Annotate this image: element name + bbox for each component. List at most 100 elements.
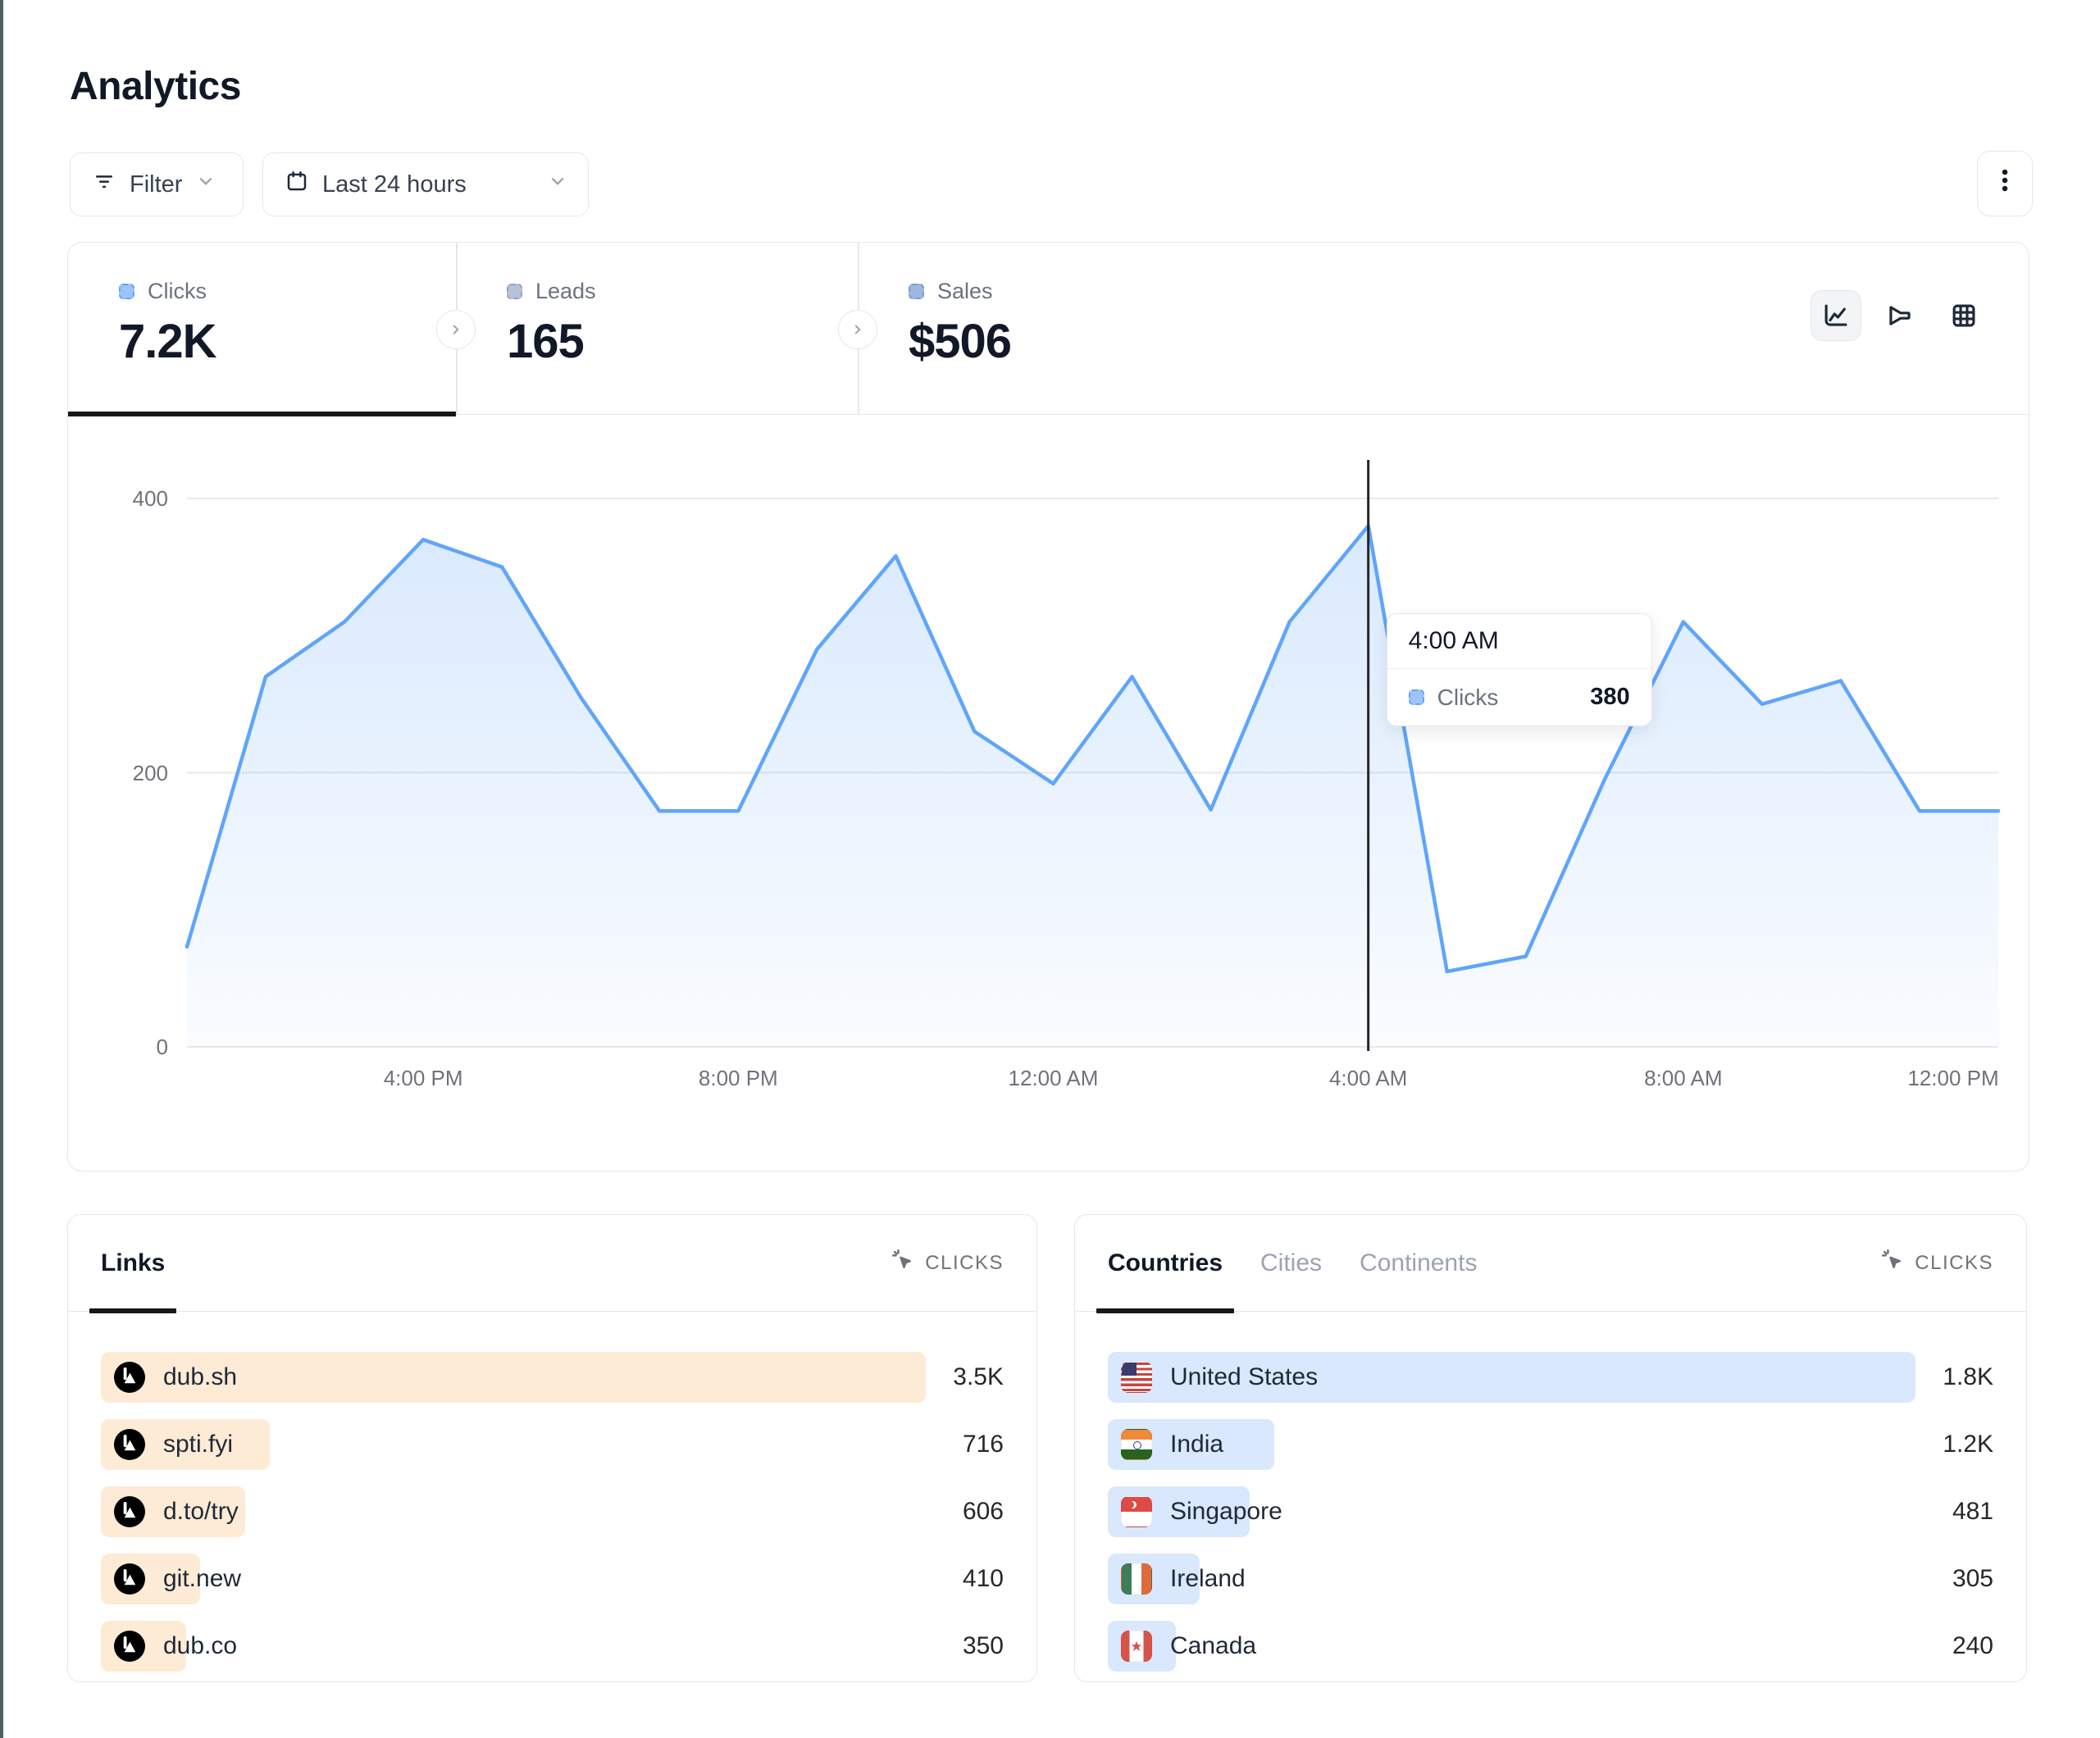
y-axis-tick-label: 400 bbox=[132, 486, 168, 511]
singapore-flag-icon bbox=[1121, 1496, 1152, 1527]
more-options-button[interactable] bbox=[1977, 151, 2033, 216]
filter-button[interactable]: Filter bbox=[70, 152, 244, 216]
x-axis-tick-label: 8:00 AM bbox=[1644, 1066, 1723, 1090]
country-row[interactable]: United States 1.8K bbox=[1108, 1352, 1993, 1403]
x-axis-tick-label: 12:00 PM bbox=[1907, 1066, 1999, 1090]
countries-rows: United States 1.8K India 1.2K Singapore … bbox=[1108, 1352, 1993, 1688]
chart-type-switcher bbox=[1811, 290, 1989, 341]
date-range-button[interactable]: Last 24 hours bbox=[262, 152, 589, 216]
country-label: United States bbox=[1170, 1363, 1319, 1390]
countries-metric-selector[interactable]: CLICKS bbox=[1880, 1248, 1993, 1278]
leads-legend-swatch bbox=[507, 284, 522, 299]
country-clicks-value: 305 bbox=[1952, 1565, 1993, 1592]
countries-tab-label: Countries bbox=[1108, 1249, 1223, 1276]
ireland-flag-icon bbox=[1121, 1563, 1152, 1595]
link-row[interactable]: git.new 410 bbox=[101, 1554, 1004, 1604]
tab-sales[interactable]: Sales $506 bbox=[858, 243, 1260, 415]
sales-legend-swatch bbox=[909, 284, 924, 299]
country-clicks-value: 240 bbox=[1952, 1632, 1993, 1659]
active-tab-underline bbox=[68, 412, 456, 416]
links-metric-selector[interactable]: CLICKS bbox=[891, 1248, 1004, 1278]
calendar-icon bbox=[285, 169, 309, 200]
country-label: India bbox=[1170, 1431, 1224, 1458]
tab-continents[interactable]: Continents bbox=[1360, 1215, 1477, 1312]
filter-button-label: Filter bbox=[130, 171, 183, 198]
tab-countries[interactable]: Countries bbox=[1096, 1215, 1235, 1313]
x-axis-tick-label: 12:00 AM bbox=[1008, 1066, 1099, 1090]
link-label: git.new bbox=[163, 1565, 242, 1592]
x-axis-tick-label: 4:00 PM bbox=[383, 1066, 463, 1090]
tooltip-legend-swatch bbox=[1408, 689, 1424, 705]
links-rows: dub.sh 3.5K spti.fyi 716 d.to/try 606 bbox=[101, 1352, 1004, 1688]
dub-logo-icon bbox=[114, 1429, 145, 1460]
country-bar bbox=[1108, 1352, 1916, 1403]
links-tab-label: Links bbox=[101, 1249, 166, 1276]
link-row[interactable]: dub.sh 3.5K bbox=[101, 1352, 1004, 1403]
tab-cities[interactable]: Cities bbox=[1260, 1215, 1322, 1312]
page-edge-strip bbox=[0, 0, 3, 1738]
link-clicks-value: 410 bbox=[962, 1565, 1004, 1592]
country-row[interactable]: India 1.2K bbox=[1108, 1419, 1993, 1470]
links-metric-label: CLICKS bbox=[925, 1251, 1004, 1274]
x-axis-tick-label: 4:00 AM bbox=[1328, 1066, 1408, 1090]
y-axis-tick-label: 200 bbox=[132, 760, 168, 785]
link-clicks-value: 350 bbox=[962, 1632, 1004, 1659]
country-row[interactable]: Ireland 305 bbox=[1108, 1554, 1993, 1604]
tab-links[interactable]: Links bbox=[89, 1215, 177, 1313]
sales-value: $506 bbox=[909, 315, 1012, 368]
link-label: dub.sh bbox=[163, 1363, 238, 1390]
clicks-area-chart[interactable] bbox=[184, 455, 2001, 1051]
link-row[interactable]: spti.fyi 716 bbox=[101, 1419, 1004, 1470]
date-range-label: Last 24 hours bbox=[322, 171, 467, 198]
link-label: d.to/try bbox=[163, 1498, 239, 1525]
filter-icon bbox=[92, 169, 116, 200]
kebab-menu-icon bbox=[1993, 166, 2017, 201]
leads-tab-label: Leads bbox=[535, 279, 596, 303]
tab-clicks[interactable]: Clicks 7.2K bbox=[68, 243, 456, 416]
link-clicks-value: 606 bbox=[962, 1498, 1004, 1525]
dub-logo-icon bbox=[114, 1362, 145, 1393]
country-label: Singapore bbox=[1170, 1498, 1282, 1525]
chart-tooltip: 4:00 AM Clicks 380 bbox=[1386, 613, 1652, 726]
table-view-button[interactable] bbox=[1938, 290, 1989, 341]
y-axis-tick-label: 0 bbox=[156, 1035, 168, 1059]
continents-tab-label: Continents bbox=[1360, 1249, 1478, 1276]
stats-tabs-strip: Clicks 7.2K Leads 165 bbox=[68, 243, 2029, 416]
next-stat-button[interactable] bbox=[436, 310, 476, 349]
link-clicks-value: 716 bbox=[962, 1431, 1004, 1458]
cursor-click-icon bbox=[891, 1248, 915, 1278]
india-flag-icon bbox=[1121, 1429, 1152, 1460]
tab-leads[interactable]: Leads 165 bbox=[456, 243, 858, 415]
link-label: spti.fyi bbox=[163, 1431, 234, 1458]
country-label: Canada bbox=[1170, 1632, 1257, 1659]
country-clicks-value: 1.2K bbox=[1943, 1431, 1993, 1458]
cities-tab-label: Cities bbox=[1260, 1249, 1323, 1276]
country-row[interactable]: Canada 240 bbox=[1108, 1621, 1993, 1672]
sales-tab-label: Sales bbox=[937, 279, 993, 303]
tooltip-series-label: Clicks bbox=[1437, 684, 1499, 710]
country-row[interactable]: Singapore 481 bbox=[1108, 1486, 1993, 1537]
tooltip-time: 4:00 AM bbox=[1387, 614, 1651, 669]
next-stat-button[interactable] bbox=[838, 310, 877, 349]
clicks-legend-swatch bbox=[119, 284, 134, 299]
line-chart-view-button[interactable] bbox=[1811, 290, 1861, 341]
clicks-value: 7.2K bbox=[119, 315, 217, 368]
funnel-view-button[interactable] bbox=[1875, 290, 1925, 341]
country-clicks-value: 1.8K bbox=[1943, 1363, 1993, 1390]
link-row[interactable]: d.to/try 606 bbox=[101, 1486, 1004, 1537]
x-axis-tick-label: 8:00 PM bbox=[698, 1066, 778, 1090]
country-clicks-value: 481 bbox=[1952, 1498, 1993, 1525]
dub-logo-icon bbox=[114, 1631, 145, 1662]
chevron-down-icon bbox=[195, 171, 216, 198]
us-flag-icon bbox=[1121, 1362, 1152, 1393]
link-row[interactable]: dub.co 350 bbox=[101, 1621, 1004, 1672]
country-label: Ireland bbox=[1170, 1565, 1246, 1592]
countries-panel: Countries Cities Continents CLICKS bbox=[1074, 1214, 2027, 1682]
countries-metric-label: CLICKS bbox=[1915, 1251, 1993, 1274]
page-title: Analytics bbox=[70, 65, 241, 108]
cursor-click-icon bbox=[1880, 1248, 1905, 1278]
link-bar bbox=[101, 1352, 926, 1403]
dub-logo-icon bbox=[114, 1563, 145, 1595]
dub-logo-icon bbox=[114, 1496, 145, 1527]
